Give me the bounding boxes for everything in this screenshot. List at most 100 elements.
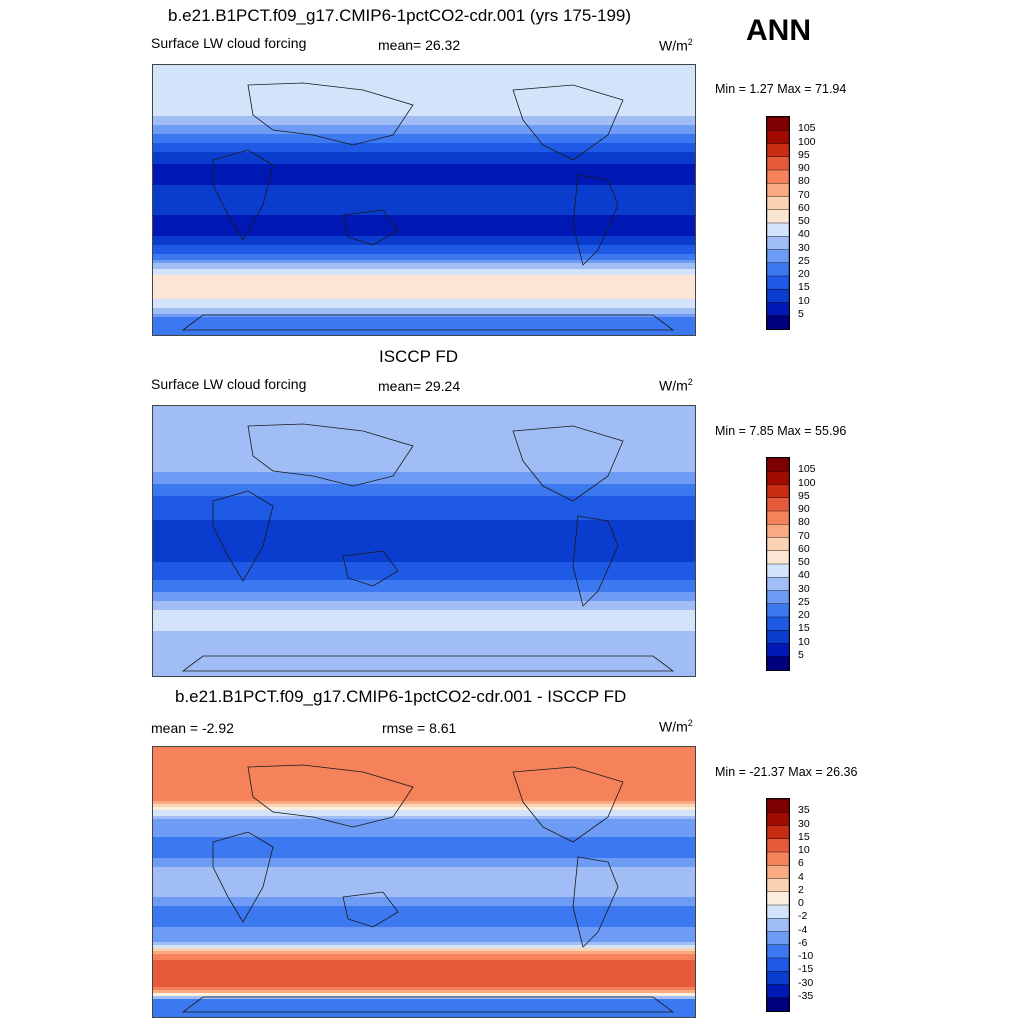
colorbar-swatch (767, 577, 789, 592)
map-band (153, 541, 695, 545)
map-band (153, 475, 695, 479)
coastline (342, 891, 399, 928)
colorbar-tick-label: 40 (798, 228, 810, 241)
map-band (153, 903, 695, 907)
colorbar-tick-label: -4 (798, 923, 808, 936)
map-band (153, 975, 695, 979)
colorbar-swatch (767, 130, 789, 145)
map-band (153, 529, 695, 533)
map-band (153, 125, 695, 129)
map-band (153, 122, 695, 126)
map-band (153, 149, 695, 153)
colorbar-swatch (767, 643, 789, 658)
colorbar-tick-label: 15 (798, 281, 810, 294)
map-band (153, 825, 695, 829)
colorbar-swatch (767, 169, 789, 184)
map-band (153, 628, 695, 632)
panel2-minmax: Min = 7.85 Max = 55.96 (715, 424, 847, 438)
map-band (153, 834, 695, 838)
colorbar-swatch (767, 315, 789, 329)
colorbar-tick-label: 20 (798, 268, 810, 280)
map-band (153, 293, 695, 297)
map-band (153, 610, 695, 614)
map-band (153, 807, 695, 811)
panel1-colorbar (766, 116, 790, 330)
colorbar-tick-label: 2 (798, 883, 804, 896)
map-band (153, 649, 695, 653)
map-band (153, 119, 695, 123)
map-band (153, 526, 695, 530)
colorbar-tick-label: 10 (798, 635, 810, 648)
colorbar-tick-label: 15 (798, 622, 810, 635)
map-band (153, 101, 695, 105)
map-band (153, 607, 695, 611)
panel2-mean-label: mean= 29.24 (378, 378, 461, 394)
colorbar-swatch (767, 918, 789, 933)
map-band (153, 942, 695, 946)
map-band (153, 1008, 695, 1012)
map-band (153, 179, 695, 183)
map-band (153, 670, 695, 674)
map-band (153, 86, 695, 90)
map-band (153, 182, 695, 186)
map-band (153, 535, 695, 539)
map-band (153, 867, 695, 871)
map-band (153, 95, 695, 99)
map-band (153, 463, 695, 467)
map-band (153, 433, 695, 437)
map-band (153, 98, 695, 102)
map-band (153, 484, 695, 488)
map-band (153, 478, 695, 482)
map-band (153, 412, 695, 416)
map-band (153, 257, 695, 261)
map-band (153, 71, 695, 75)
colorbar-swatch (767, 497, 789, 512)
map-band (153, 188, 695, 192)
map-band (153, 158, 695, 162)
colorbar-swatch (767, 891, 789, 906)
map-band (153, 272, 695, 276)
map-band (153, 580, 695, 584)
map-band (153, 637, 695, 641)
colorbar-tick-label: 6 (798, 857, 804, 870)
colorbar-tick-label: 100 (798, 135, 816, 148)
colorbar-tick-label: 100 (798, 476, 816, 489)
map-band (153, 625, 695, 629)
map-band (153, 652, 695, 656)
map-band (153, 798, 695, 802)
coastline (342, 209, 399, 246)
map-band (153, 505, 695, 509)
panel2-units: W/m2 (659, 377, 693, 394)
colorbar-swatch (767, 249, 789, 264)
map-band (153, 269, 695, 273)
map-band (153, 837, 695, 841)
colorbar-swatch (767, 302, 789, 317)
map-band (153, 993, 695, 997)
map-band (153, 777, 695, 781)
map-band (153, 550, 695, 554)
map-band (153, 131, 695, 135)
coastline (247, 764, 414, 828)
map-band (153, 915, 695, 919)
map-band (153, 792, 695, 796)
map-band (153, 909, 695, 913)
colorbar-swatch (767, 510, 789, 525)
map-band (153, 191, 695, 195)
map-band (153, 77, 695, 81)
coastline (181, 996, 675, 1013)
map-band (153, 771, 695, 775)
map-band (153, 1002, 695, 1006)
colorbar-swatch (767, 656, 789, 670)
map-band (153, 936, 695, 940)
map-band (153, 173, 695, 177)
map-band (153, 583, 695, 587)
map-band (153, 167, 695, 171)
colorbar-swatch (767, 878, 789, 893)
map-band (153, 921, 695, 925)
map-band (153, 436, 695, 440)
map-band (153, 664, 695, 668)
map-band (153, 870, 695, 874)
map-band (153, 281, 695, 285)
colorbar-swatch (767, 156, 789, 171)
map-band (153, 143, 695, 147)
